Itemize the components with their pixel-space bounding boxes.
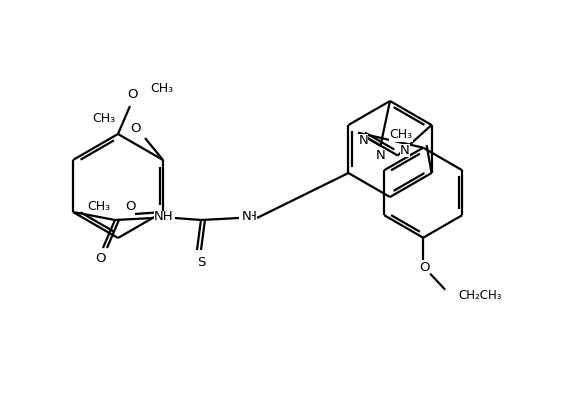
Text: CH₃: CH₃ [87,200,110,213]
Text: O: O [125,200,135,213]
Text: CH₃: CH₃ [150,82,173,95]
Text: N: N [242,210,252,223]
Text: S: S [197,255,205,269]
Text: CH₃: CH₃ [389,128,412,141]
Text: NH: NH [154,210,174,223]
Text: N: N [400,144,409,157]
Text: CH₃: CH₃ [92,112,115,124]
Text: CH₂CH₃: CH₂CH₃ [458,289,502,302]
Text: N: N [358,134,368,147]
Text: O: O [96,252,106,265]
Text: O: O [130,122,140,135]
Text: O: O [419,261,429,274]
Text: O: O [127,88,137,101]
Text: N: N [376,149,385,162]
Text: H: H [247,210,257,223]
